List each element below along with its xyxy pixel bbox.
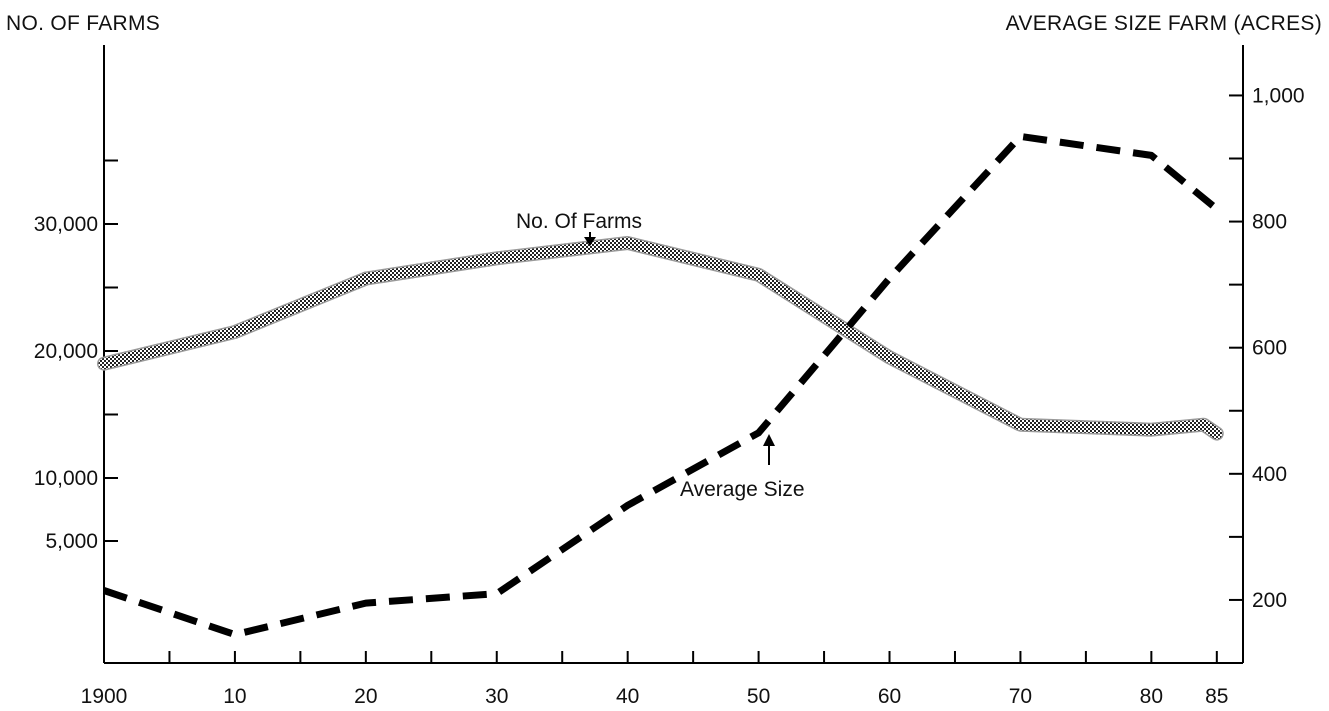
x-tick-label: 1900 xyxy=(81,685,128,708)
left-axis-title: NO. OF FARMS xyxy=(6,12,160,35)
left-tick-label: 10,000 xyxy=(34,467,98,490)
series-line-average-size xyxy=(102,132,1220,639)
x-tick-label: 20 xyxy=(354,685,377,708)
right-tick-label: 800 xyxy=(1252,211,1287,234)
left-tick-label: 30,000 xyxy=(34,213,98,236)
left-tick-label: 5,000 xyxy=(45,530,98,553)
x-tick-label: 50 xyxy=(747,685,770,708)
annotation-average-size-label: Average Size xyxy=(680,478,805,501)
right-axis-title: AVERAGE SIZE FARM (ACRES) xyxy=(1006,12,1322,35)
series-line-no-of-farms xyxy=(98,237,1223,440)
annotation-average-size: Average Size xyxy=(680,434,805,501)
axes: 1900 10 20 30 40 50 60 70 80 85 30,000 20,000 10,000… xyxy=(34,45,1305,708)
right-tick-label: 600 xyxy=(1252,337,1287,360)
annotation-no-of-farms: No. Of Farms xyxy=(516,210,642,246)
x-tick-label: 10 xyxy=(223,685,246,708)
right-tick-label: 1,000 xyxy=(1252,84,1305,107)
series-line-no-of-farms-edge xyxy=(97,236,1224,441)
annotation-no-of-farms-arrowhead xyxy=(584,237,596,246)
annotation-no-of-farms-label: No. Of Farms xyxy=(516,210,642,233)
right-tick-label: 400 xyxy=(1252,463,1287,486)
x-tick-label: 70 xyxy=(1009,685,1032,708)
x-tick-label: 30 xyxy=(485,685,508,708)
x-tick-label: 40 xyxy=(616,685,639,708)
x-tick-label: 80 xyxy=(1140,685,1163,708)
annotation-average-size-arrowhead xyxy=(763,434,775,446)
x-tick-label: 85 xyxy=(1205,685,1228,708)
right-tick-label: 200 xyxy=(1252,589,1287,612)
left-tick-label: 20,000 xyxy=(34,340,98,363)
series-layer xyxy=(97,132,1224,639)
x-tick-label: 60 xyxy=(878,685,901,708)
